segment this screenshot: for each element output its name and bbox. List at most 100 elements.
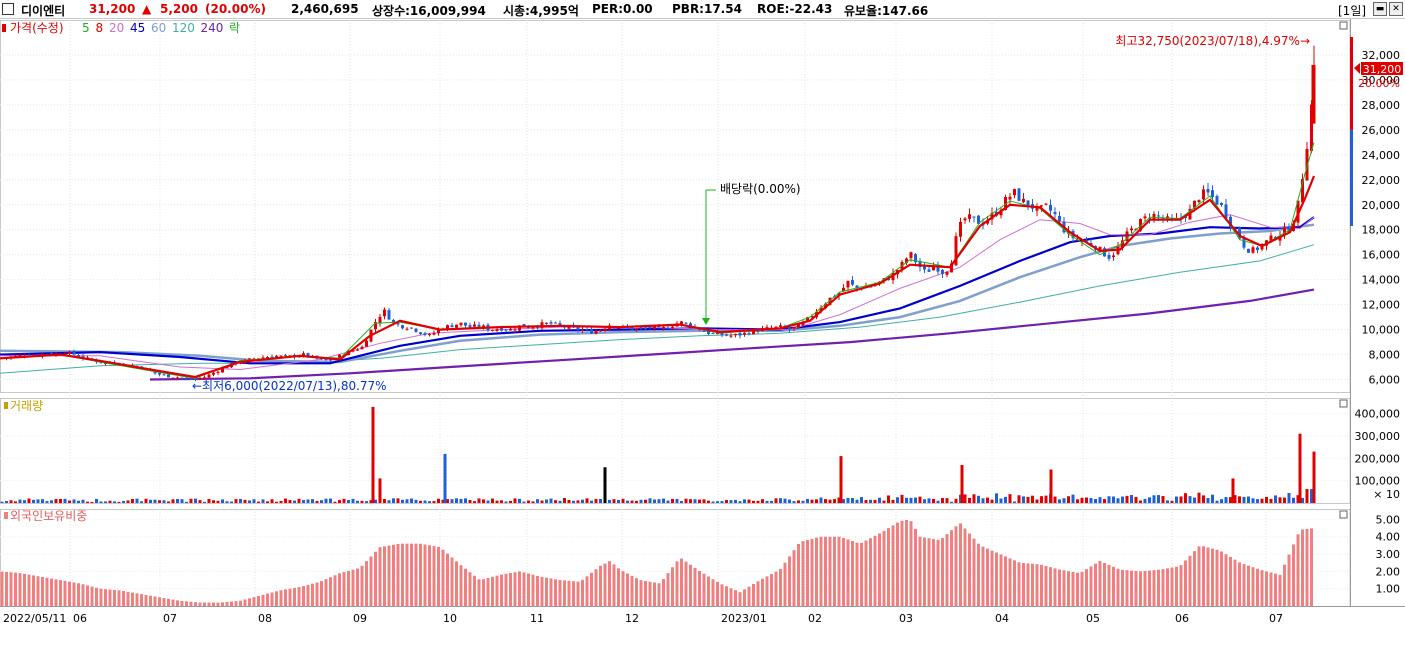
foreign-bar [981, 546, 985, 606]
candle-body [590, 329, 593, 334]
volume-bar [1148, 497, 1151, 503]
price-tick-label: 30,000 [1362, 74, 1401, 87]
foreign-bar [617, 568, 620, 606]
foreign-bar [1265, 571, 1268, 606]
foreign-bar [459, 565, 463, 606]
foreign-bar [99, 588, 103, 606]
candle-body [540, 322, 544, 328]
volume-bar [185, 501, 188, 503]
foreign-bar [846, 539, 850, 606]
legend-item: 60 [151, 21, 166, 35]
volume-bar [509, 500, 512, 503]
candle-body [1125, 231, 1129, 242]
foreign-bar [819, 536, 823, 606]
candle-body [248, 358, 251, 360]
candle-body [851, 280, 854, 285]
foreign-bar [135, 593, 139, 606]
candle-body [1004, 197, 1007, 211]
volume-bar [81, 499, 85, 503]
volume-bar [302, 500, 305, 503]
candle-body [855, 285, 859, 289]
volume-bar [1094, 498, 1097, 503]
candle-body [1166, 216, 1169, 218]
volume-bar [869, 499, 872, 503]
minimize-button[interactable]: ▬ [1373, 2, 1387, 16]
foreign-bar [1076, 572, 1079, 606]
volume-bar [1206, 498, 1210, 503]
volume-spike-bar [1231, 478, 1235, 503]
volume-bar [405, 499, 409, 503]
x-tick-label: 03 [899, 612, 913, 625]
volume-bar [729, 500, 733, 503]
candle-body [518, 325, 521, 331]
volume-bar [1134, 496, 1138, 503]
foreign-tick-label: 2.00 [1376, 565, 1401, 578]
volume-bar [1296, 495, 1300, 503]
volume-bar [68, 500, 71, 503]
close-button[interactable]: ✕ [1389, 2, 1403, 16]
foreign-bar [567, 580, 571, 606]
foreign-bar [1040, 564, 1043, 606]
candle-body [279, 355, 283, 357]
candle-body [18, 354, 22, 357]
volume-bar [396, 498, 400, 503]
reserve-ratio: 유보율:147.66 [844, 4, 929, 18]
volume-bar [738, 501, 742, 503]
candle-body [711, 333, 715, 335]
volume-bar [261, 499, 265, 503]
foreign-bar [972, 538, 976, 606]
volume-bar [617, 499, 620, 503]
volume-bar [149, 499, 152, 503]
volume-bar [896, 497, 899, 503]
foreign-bar [698, 571, 701, 606]
foreign-bar [450, 557, 454, 606]
volume-bar [473, 501, 476, 503]
foreign-bar [275, 591, 278, 606]
foreign-bar [756, 581, 760, 606]
volume-bar [1053, 496, 1057, 503]
volume-bar [306, 499, 310, 503]
candle-body [1211, 190, 1214, 197]
price-tick-label: 16,000 [1362, 249, 1401, 262]
volume-bar [986, 497, 989, 503]
price-tick-label: 6,000 [1369, 374, 1401, 387]
foreign-bar [68, 581, 71, 606]
candle-body [1193, 200, 1196, 208]
foreign-bar [909, 521, 913, 606]
period-selector[interactable]: [1일] [1338, 4, 1367, 18]
foreign-bar [1148, 570, 1151, 606]
foreign-bar [441, 549, 445, 606]
candle-body [225, 367, 229, 369]
foreign-bar [185, 601, 188, 606]
candle-body [216, 371, 220, 373]
foreign-bar [837, 536, 841, 606]
candle-body [212, 372, 215, 375]
foreign-bar [864, 540, 868, 606]
candle-body [963, 218, 967, 221]
candle-body [1238, 227, 1241, 239]
volume-bar [527, 500, 530, 503]
volume-bar [387, 500, 391, 503]
foreign-bar [1008, 558, 1012, 606]
candle-body [162, 374, 166, 376]
volume-bar [882, 500, 886, 503]
change-value: 5,200 [160, 2, 198, 16]
foreign-bar [491, 576, 494, 606]
volume-bar [662, 498, 665, 503]
foreign-bar [1193, 551, 1196, 606]
select-checkbox[interactable] [2, 3, 14, 15]
foreign-bar [464, 568, 467, 606]
volume-bar [90, 501, 94, 503]
candle-body [1121, 240, 1124, 249]
foreign-bar [977, 543, 980, 606]
price-tick-label: 24,000 [1362, 149, 1401, 162]
foreign-bar [585, 576, 589, 606]
volume-bar [491, 498, 494, 503]
foreign-bar [527, 573, 530, 606]
x-tick-label: 02 [808, 612, 822, 625]
volume-bar [243, 499, 247, 503]
foreign-bar [1053, 568, 1057, 606]
foreign-bar [833, 536, 836, 606]
volume-bar [644, 499, 647, 503]
price-tick-label: 14,000 [1362, 274, 1401, 287]
